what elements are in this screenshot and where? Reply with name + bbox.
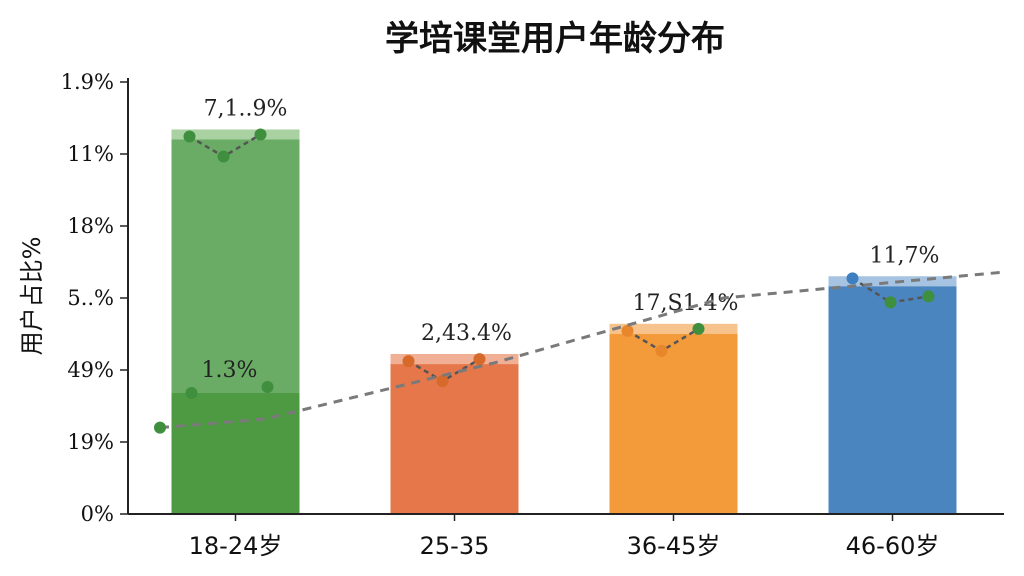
- data-label: 7,1..9%: [204, 97, 288, 122]
- bar: [390, 354, 519, 514]
- marker-point: [254, 128, 267, 141]
- marker-point: [621, 324, 634, 337]
- bar-top-band: [171, 129, 300, 140]
- data-label: 11,7%: [870, 243, 940, 268]
- bar-top-band: [828, 276, 957, 287]
- y-axis-ticks: 0% 19% 49% 5..% 18% 11% 1.9%: [61, 70, 128, 526]
- y-tick-label: 11%: [67, 142, 114, 166]
- x-tick-label: 18-24岁: [189, 532, 283, 560]
- y-tick-label: 5..%: [67, 286, 114, 310]
- marker-point: [183, 130, 196, 143]
- y-tick-label: 18%: [67, 214, 114, 238]
- inner-bar-segment: [171, 393, 300, 514]
- trend-start-point: [154, 421, 166, 434]
- data-label: 2,43.4%: [421, 321, 512, 346]
- y-tick-label: 0%: [81, 502, 114, 526]
- bar-top-band: [609, 323, 738, 334]
- inner-data-label: 1.3%: [202, 358, 258, 383]
- overlays: 7,1..9% 2,43.4% 17,S1.4% 11,7% 1.3%: [154, 97, 1005, 434]
- marker-point: [692, 322, 705, 335]
- marker-point: [436, 375, 449, 388]
- marker-point: [655, 344, 668, 357]
- chart-title: 学培课堂用户年龄分布: [385, 19, 725, 59]
- x-tick-label: 36-45岁: [627, 532, 721, 560]
- marker-point: [185, 387, 198, 400]
- y-tick-label: 1.9%: [61, 70, 114, 94]
- marker-point: [261, 381, 274, 394]
- bars: [171, 129, 957, 514]
- marker-point: [217, 150, 230, 163]
- bar-top-band: [390, 354, 519, 365]
- y-axis-label: 用户占比%: [18, 237, 46, 356]
- marker-point: [922, 290, 935, 303]
- data-label: 17,S1.4%: [633, 291, 739, 316]
- marker-point: [402, 355, 415, 368]
- y-tick-label: 19%: [67, 430, 114, 454]
- marker-point: [473, 353, 486, 366]
- x-axis-ticks: 18-24岁 25-35 36-45岁 46-60岁: [189, 514, 940, 560]
- bar: [828, 276, 957, 514]
- y-tick-label: 49%: [67, 358, 114, 382]
- bar: [609, 323, 738, 514]
- trend-line: [159, 270, 1005, 430]
- marker-point: [884, 296, 897, 309]
- marker-point: [846, 272, 859, 285]
- x-tick-label: 46-60岁: [846, 532, 940, 560]
- x-tick-label: 25-35: [420, 532, 490, 560]
